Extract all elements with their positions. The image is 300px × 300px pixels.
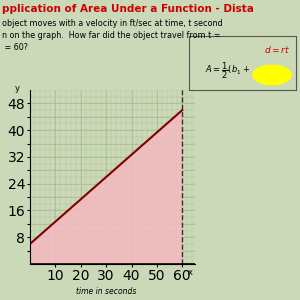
Polygon shape (30, 110, 182, 264)
Text: object moves with a velocity in ft/sec at time, t second: object moves with a velocity in ft/sec a… (2, 20, 222, 28)
Text: x: x (188, 268, 192, 277)
Text: time in seconds: time in seconds (76, 287, 136, 296)
Text: $d = rt$: $d = rt$ (264, 44, 290, 55)
Text: n on the graph.  How far did the object travel from t =: n on the graph. How far did the object t… (2, 32, 220, 40)
Text: $A = \dfrac{1}{2}(b_1 +$: $A = \dfrac{1}{2}(b_1 +$ (205, 61, 250, 81)
Text: y: y (15, 84, 20, 93)
Text: pplication of Area Under a Function - Dista: pplication of Area Under a Function - Di… (2, 4, 254, 14)
Circle shape (253, 65, 291, 85)
Text: = 60?: = 60? (2, 44, 28, 52)
